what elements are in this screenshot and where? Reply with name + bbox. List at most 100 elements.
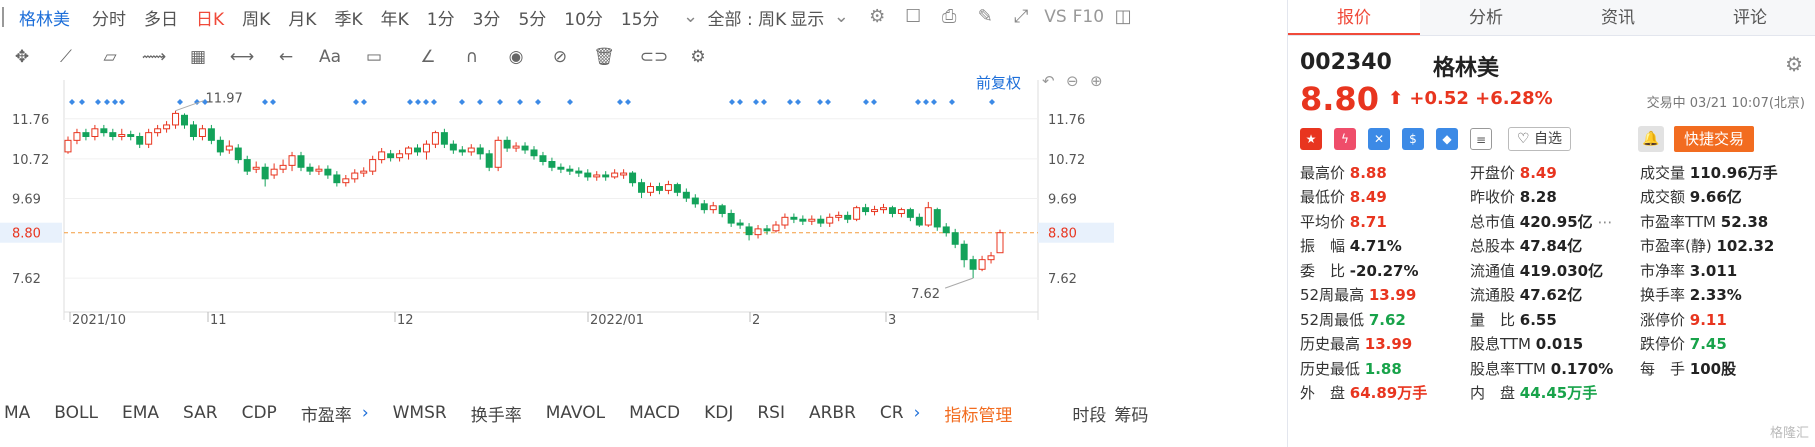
tab-5min[interactable]: 5分 <box>518 9 547 30</box>
stat-label: 内 盘 <box>1470 384 1520 403</box>
stat-label: 股息率TTM <box>1470 359 1551 378</box>
candle-body <box>270 168 278 176</box>
link-icon[interactable]: ⊂⊃ <box>639 47 669 67</box>
pencil-icon[interactable]: ✎ <box>977 6 993 27</box>
indicator-cr[interactable]: CR <box>879 403 904 423</box>
indicator-kdj[interactable]: KDJ <box>704 403 734 423</box>
indicator-mavol[interactable]: MAVOL <box>545 403 606 423</box>
chevron-right-icon[interactable]: › <box>913 403 921 423</box>
tab-quote[interactable]: 报价 <box>1288 0 1420 35</box>
tab-quarterly-k[interactable]: 季K <box>334 9 363 30</box>
dollar-icon[interactable]: $ <box>1402 128 1424 150</box>
display-select[interactable]: 显示 <box>790 9 825 30</box>
chevron-right-icon[interactable]: › <box>361 403 369 423</box>
camera-icon[interactable]: ⎙ <box>942 6 957 27</box>
settings-icon[interactable]: ⚙ <box>690 47 706 67</box>
tab-10min[interactable]: 10分 <box>564 9 603 30</box>
lightning-icon[interactable]: ϟ <box>1334 128 1356 150</box>
indicator-cdp[interactable]: CDP <box>241 403 277 423</box>
stat-value: 6.55 <box>1519 310 1557 329</box>
adjust-label[interactable]: 前复权 <box>976 74 1022 92</box>
wave-tool-icon[interactable]: ⟿ <box>141 47 167 67</box>
quote-tabs: 报价 分析 资讯 评论 <box>1288 0 1815 36</box>
gear-icon[interactable]: ⚙ <box>1785 52 1803 76</box>
tab-3min[interactable]: 3分 <box>472 9 501 30</box>
fullscreen-icon[interactable]: ⤢ <box>1014 6 1029 27</box>
kline-svg[interactable]: 11.76 11.76 10.72 10.72 9.69 9.69 8.80 8.80 7.62… <box>0 80 1286 380</box>
tab-comments[interactable]: 评论 <box>1684 0 1815 35</box>
more-icon[interactable]: ⋯ <box>1592 212 1613 231</box>
indicator-rsi[interactable]: RSI <box>757 403 785 423</box>
chevron-down-icon[interactable]: ⌄ <box>833 6 849 27</box>
stat-cell: 跌停价 7.45 <box>1640 333 1810 354</box>
comment-tool-icon[interactable]: ▭ <box>365 47 383 67</box>
indicator-ma[interactable]: MA <box>4 403 31 423</box>
stat-value: 2.33% <box>1689 286 1742 305</box>
kline-chart[interactable]: 11.76 11.76 10.72 10.72 9.69 9.69 8.80 8.80 7.62… <box>0 72 1286 380</box>
indicator-macd[interactable]: MACD <box>629 403 681 423</box>
fib-tool-icon[interactable]: ▦ <box>189 47 207 67</box>
vs-button[interactable]: VS <box>1044 7 1067 27</box>
stat-cell: 最低价 8.49 <box>1300 186 1470 207</box>
indicator-turnover[interactable]: 换手率 <box>470 405 522 426</box>
connect-icon[interactable]: ✕ <box>1368 128 1390 150</box>
tag-icon[interactable]: ◆ <box>1436 128 1458 150</box>
panel-toggle-icon[interactable]: ◫ <box>1114 6 1132 27</box>
settings-icon[interactable]: ⚙ <box>869 6 886 27</box>
range-tool-icon[interactable]: ⟷ <box>229 47 255 67</box>
stock-name[interactable]: 格林美 <box>19 9 70 30</box>
tab-news[interactable]: 资讯 <box>1552 0 1684 35</box>
channel-tool-icon[interactable]: ▱ <box>103 47 117 67</box>
hide-icon[interactable]: ⊘ <box>552 47 568 67</box>
quick-trade-button[interactable]: 快捷交易 <box>1674 126 1754 152</box>
eye-icon[interactable]: ◉ <box>508 47 524 67</box>
chevron-down-icon[interactable]: ⌄ <box>683 6 699 27</box>
period-button[interactable]: 时段 <box>1072 405 1107 426</box>
arrow-tool-icon[interactable]: ← <box>278 47 294 67</box>
indicator-manage[interactable]: 指标管理 <box>944 405 1013 426</box>
zoom-in-icon[interactable]: ⊕ <box>1090 72 1103 90</box>
magnet-icon[interactable]: ∩ <box>465 47 479 67</box>
candle-body <box>897 209 905 214</box>
watermark: 格隆汇 <box>1769 426 1809 441</box>
line-tool-icon[interactable]: ⟋ <box>60 47 72 67</box>
move-icon[interactable]: ✥ <box>14 47 30 67</box>
candle-body <box>548 161 556 168</box>
stat-label: 最高价 <box>1300 163 1350 182</box>
indicator-wmsr[interactable]: WMSR <box>392 403 447 423</box>
indicator-ema[interactable]: EMA <box>121 403 160 423</box>
add-favorite-button[interactable]: ♡ 自选 <box>1508 127 1572 151</box>
tab-daily-k[interactable]: 日K <box>196 9 225 30</box>
y-tick-label-right: 9.69 <box>1048 192 1077 207</box>
zoom-out-icon[interactable]: ⊖ <box>1066 72 1079 90</box>
tab-1min[interactable]: 1分 <box>426 9 455 30</box>
tab-analysis[interactable]: 分析 <box>1420 0 1552 35</box>
f10-button[interactable]: F10 <box>1072 7 1105 27</box>
angle-tool-icon[interactable]: ∠ <box>420 47 436 67</box>
tab-duori[interactable]: 多日 <box>144 9 178 30</box>
tab-fenshi[interactable]: 分时 <box>92 9 126 30</box>
indicator-arbr[interactable]: ARBR <box>808 403 856 423</box>
sidebar-handle[interactable] <box>2 7 5 27</box>
tab-yearly-k[interactable]: 年K <box>380 9 409 30</box>
candle-body <box>189 124 197 137</box>
indicator-sar[interactable]: SAR <box>183 403 218 423</box>
candle-body <box>378 151 386 161</box>
undo-icon[interactable]: ↶ <box>1042 72 1055 90</box>
text-tool-icon[interactable]: Aa <box>318 47 342 67</box>
trash-icon[interactable]: 🗑 <box>593 47 615 67</box>
stat-label: 52周最低 <box>1300 310 1369 329</box>
event-marker-icon <box>535 99 541 105</box>
note-icon[interactable]: ≡ <box>1470 128 1492 150</box>
tab-monthly-k[interactable]: 月K <box>288 9 317 30</box>
tab-weekly-k[interactable]: 周K <box>242 9 271 30</box>
checkbox-icon[interactable]: ☐ <box>905 6 922 27</box>
bell-icon[interactable]: 🔔 <box>1638 126 1664 152</box>
adjust-select[interactable]: 全部 : 周K <box>707 9 787 30</box>
indicator-boll[interactable]: BOLL <box>54 403 98 423</box>
chips-button[interactable]: 筹码 <box>1114 405 1149 426</box>
tab-15min[interactable]: 15分 <box>620 9 660 30</box>
indicator-pe[interactable]: 市盈率 <box>300 405 352 426</box>
event-marker-icon <box>825 99 831 105</box>
candle-body <box>781 216 789 226</box>
